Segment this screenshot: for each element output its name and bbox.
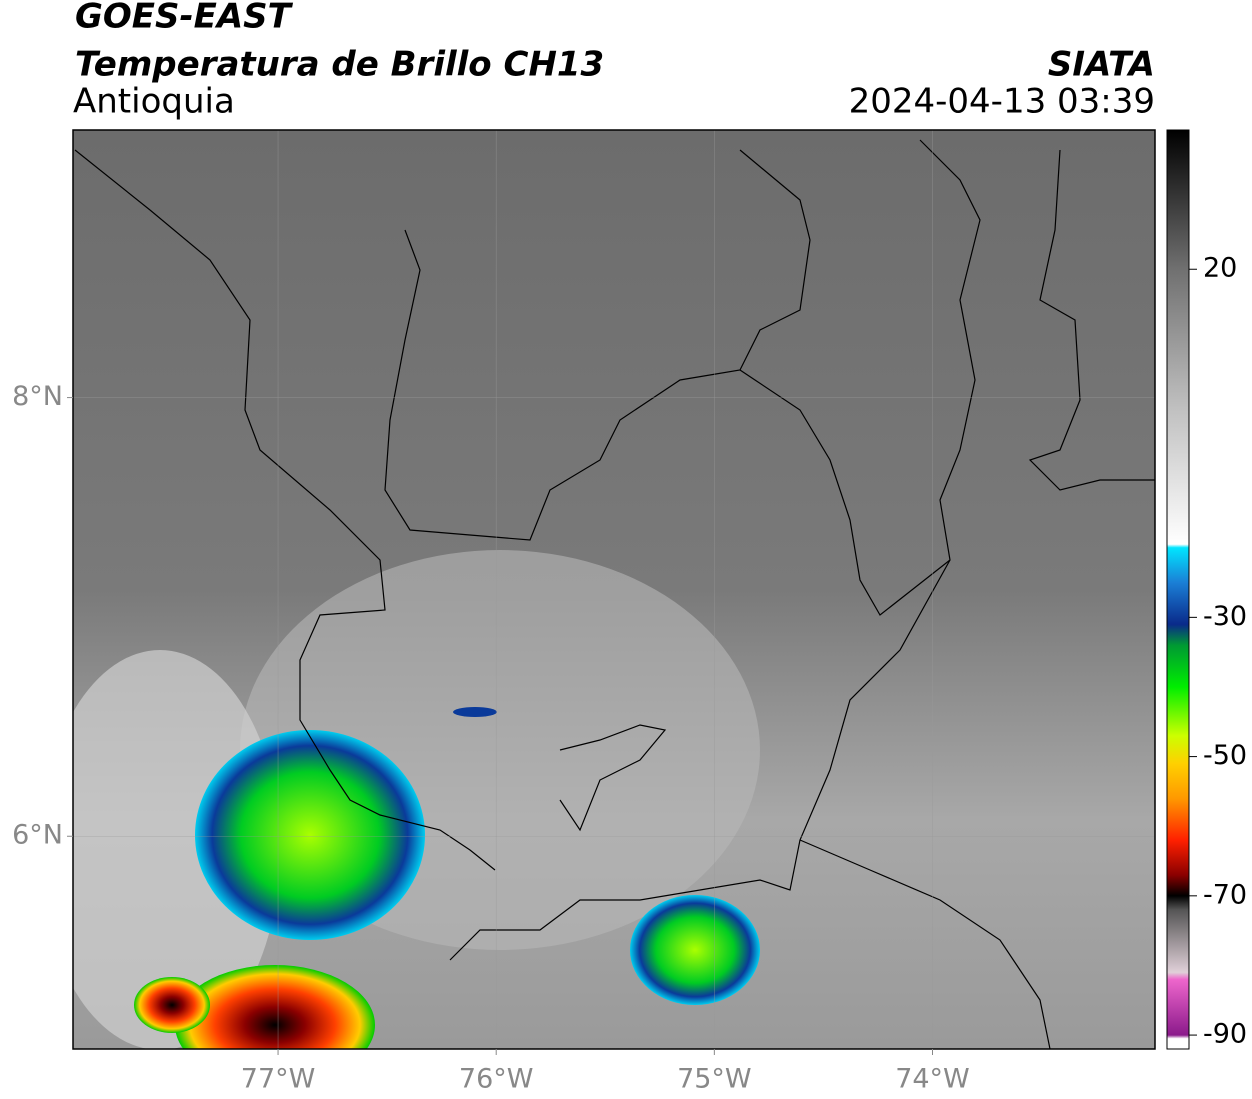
boundary bbox=[384, 149, 811, 541]
region: Antioquia bbox=[73, 82, 235, 122]
y-tick-label: 8°N bbox=[12, 381, 63, 412]
storm bbox=[195, 730, 425, 940]
title: GOES-EAST bbox=[75, 0, 294, 37]
x-tick-label: 75°W bbox=[677, 1064, 752, 1095]
boundary bbox=[74, 149, 496, 871]
storm bbox=[175, 965, 375, 1049]
subtitle: Temperatura de Brillo CH13 bbox=[75, 45, 604, 85]
datetime: 2024-04-13 03:39 bbox=[849, 82, 1155, 122]
map-frame bbox=[72, 129, 1156, 1050]
colorbar-tick-label: -50 bbox=[1203, 740, 1247, 771]
boundary bbox=[739, 139, 981, 616]
boundary bbox=[799, 839, 1051, 1049]
storm bbox=[630, 895, 760, 1005]
map-image bbox=[73, 130, 1155, 1049]
cloud bbox=[73, 650, 280, 1049]
grid bbox=[73, 130, 1155, 1049]
colorbar-tick-label: -30 bbox=[1203, 601, 1247, 632]
colorbar bbox=[1166, 129, 1190, 1050]
colorbar-tick-label: 20 bbox=[1203, 253, 1237, 284]
boundary bbox=[559, 724, 667, 832]
y-tick-label: 6°N bbox=[12, 820, 63, 851]
colorbar-tick-label: -90 bbox=[1203, 1019, 1247, 1050]
boundary bbox=[1028, 149, 1155, 491]
colorbar-tick-label: -70 bbox=[1203, 879, 1247, 910]
boundary bbox=[449, 559, 951, 961]
storm bbox=[134, 977, 210, 1033]
x-tick-label: 74°W bbox=[895, 1064, 970, 1095]
x-tick-label: 76°W bbox=[459, 1064, 534, 1095]
source: SIATA bbox=[1048, 45, 1155, 85]
x-tick-label: 77°W bbox=[241, 1064, 316, 1095]
storm bbox=[453, 707, 497, 717]
